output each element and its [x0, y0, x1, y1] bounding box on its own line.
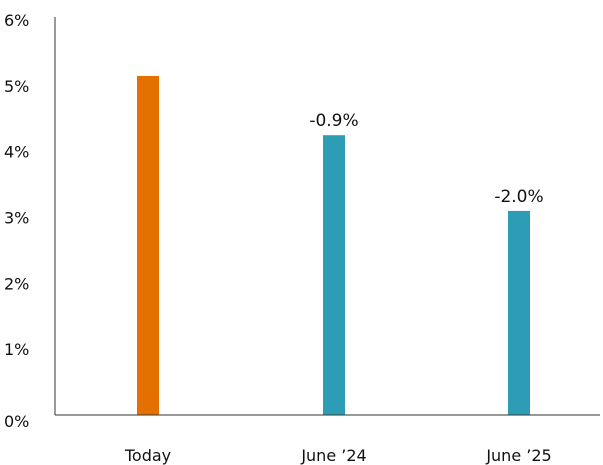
y-tick-label: 5% [4, 77, 29, 96]
y-tick-label: 2% [4, 274, 29, 293]
bar [323, 135, 345, 416]
y-tick-label: 4% [4, 143, 29, 162]
bars [137, 75, 530, 416]
data-label: -0.9% [309, 111, 358, 131]
bar [137, 75, 159, 415]
x-category-label: Today [124, 446, 171, 465]
x-category-label: June ’25 [485, 446, 551, 465]
data-labels: -0.9% -2.0% [309, 111, 543, 207]
y-tick-label: 6% [4, 11, 29, 30]
y-tick-label: 1% [4, 340, 29, 359]
data-label: -2.0% [494, 187, 543, 207]
y-tick-label: 0% [4, 412, 29, 431]
bar [508, 210, 530, 415]
y-tick-label: 3% [4, 209, 29, 228]
x-axis-labels: Today June ’24 June ’25 [124, 446, 552, 465]
x-category-label: June ’24 [300, 446, 366, 465]
y-axis-ticks: 0% 1% 2% 3% 4% 5% 6% [4, 11, 29, 431]
